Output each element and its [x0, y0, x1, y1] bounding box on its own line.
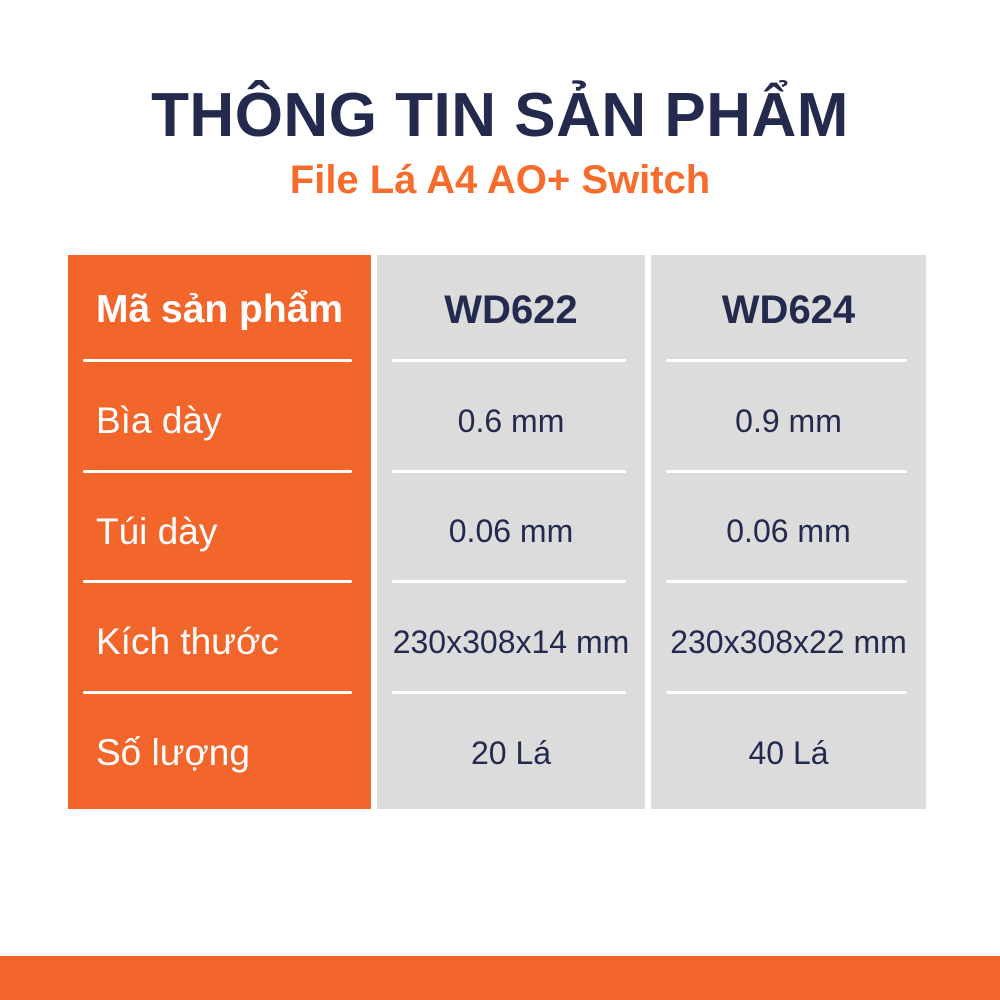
row-label-text: Kích thước: [96, 621, 279, 663]
table-row-cover-thickness: Bìa dày 0.6 mm 0.9 mm: [68, 365, 926, 477]
cell-separator-line: [666, 469, 907, 473]
row-value-text: 20 Lá: [470, 734, 552, 771]
cell-separator-line: [83, 358, 352, 362]
header-product-code-wd622: WD622: [377, 255, 645, 366]
row-value-cell: 230x308x14 mm: [377, 587, 645, 699]
row-value-text: 0.06 mm: [726, 513, 851, 550]
row-value-cell: 0.6 mm: [377, 365, 645, 477]
header-label-cell: Mã sản phẩm: [68, 255, 371, 366]
row-value-text: 230x308x22 mm: [670, 624, 907, 661]
cell-separator-line: [392, 469, 626, 473]
product-spec-table: Mã sản phẩm WD622 WD624 Bìa dày 0.6 mm 0…: [68, 255, 926, 809]
cell-separator-line: [666, 691, 907, 695]
page-title: THÔNG TIN SẢN PHẨM: [151, 81, 849, 150]
row-value-cell: 230x308x22 mm: [651, 587, 926, 699]
header-product-code-text: WD622: [444, 288, 578, 333]
row-label-text: Túi dày: [96, 510, 218, 552]
row-value-text: 0.9 mm: [735, 402, 842, 439]
row-label-cell: Số lượng: [68, 698, 371, 809]
cell-separator-line: [83, 469, 352, 473]
row-label-text: Số lượng: [96, 732, 250, 774]
row-label-cell: Kích thước: [68, 587, 371, 699]
header-product-code-wd624: WD624: [651, 255, 926, 366]
row-label-cell: Túi dày: [68, 476, 371, 588]
header-label-text: Mã sản phẩm: [96, 287, 344, 331]
row-value-text: 0.6 mm: [457, 402, 565, 439]
row-value-text: 40 Lá: [748, 734, 829, 771]
cell-separator-line: [392, 580, 626, 584]
row-value-cell: 0.06 mm: [651, 476, 926, 588]
table-row-quantity: Số lượng 20 Lá 40 Lá: [68, 698, 926, 809]
cell-separator-line: [83, 580, 352, 584]
page-subtitle: File Lá A4 AO+ Switch: [289, 158, 711, 202]
footer-accent-bar: [0, 956, 1000, 1000]
table-row-pocket-thickness: Túi dày 0.06 mm 0.06 mm: [68, 476, 926, 588]
cell-separator-line: [666, 580, 907, 584]
row-value-cell: 40 Lá: [651, 698, 926, 809]
cell-separator-line: [392, 691, 626, 695]
cell-separator-line: [83, 691, 352, 695]
row-label-cell: Bìa dày: [68, 365, 371, 477]
table-header-row: Mã sản phẩm WD622 WD624: [68, 255, 926, 366]
table-row-dimensions: Kích thước 230x308x14 mm 230x308x22 mm: [68, 587, 926, 699]
row-value-text: 0.06 mm: [448, 513, 574, 550]
row-label-text: Bìa dày: [96, 399, 222, 441]
cell-separator-line: [392, 358, 626, 362]
row-value-cell: 0.9 mm: [651, 365, 926, 477]
row-value-cell: 20 Lá: [377, 698, 645, 809]
row-value-text: 230x308x14 mm: [392, 624, 630, 661]
row-value-cell: 0.06 mm: [377, 476, 645, 588]
header-product-code-text: WD624: [721, 288, 856, 333]
cell-separator-line: [666, 358, 907, 362]
